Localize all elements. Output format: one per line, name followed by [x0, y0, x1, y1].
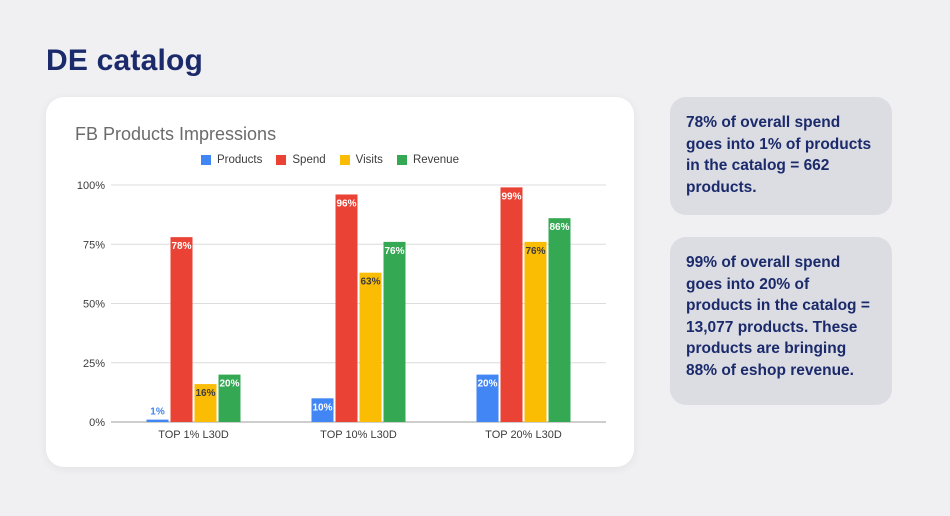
note-spend-top-20: 99% of overall spend goes into 20% of pr… — [670, 237, 892, 405]
chart-title: FB Products Impressions — [75, 124, 277, 144]
chart-legend: Products Spend Visits Revenue — [201, 154, 459, 166]
bar-spend — [170, 237, 193, 422]
bar-visits — [524, 241, 547, 422]
legend-item-products: Products — [201, 154, 262, 166]
data-label: 16% — [195, 388, 215, 399]
legend-item-spend: Spend — [276, 154, 326, 166]
x-tick-label: TOP 1% L30D — [158, 429, 229, 441]
x-tick-label: TOP 10% L30D — [320, 429, 397, 441]
data-label: 99% — [501, 191, 521, 202]
data-label: 1% — [150, 407, 165, 418]
x-tick-label: TOP 20% L30D — [485, 429, 562, 441]
y-tick-label: 0% — [89, 417, 105, 429]
bar-revenue — [383, 241, 406, 422]
data-label: 78% — [171, 241, 191, 252]
bar-products — [146, 419, 169, 422]
legend-item-visits: Visits — [339, 154, 383, 166]
legend-label-spend: Spend — [292, 154, 326, 166]
legend-label-revenue: Revenue — [412, 154, 459, 166]
data-label: 76% — [525, 246, 545, 257]
bar-chart: 0% 25% 50% 75% 100% 1% 78% 16% 20% TOP 1% L30D 10%… — [77, 180, 606, 441]
note-spend-top-1: 78% of overall spend goes into 1% of pro… — [670, 97, 892, 215]
y-tick-label: 25% — [83, 358, 105, 370]
legend-label-products: Products — [217, 154, 263, 166]
legend-swatch-visits — [339, 155, 350, 165]
y-tick-label: 50% — [83, 299, 105, 311]
data-label: 86% — [549, 222, 569, 233]
data-label: 20% — [219, 379, 239, 390]
bar-revenue — [548, 218, 571, 422]
legend-swatch-revenue — [396, 155, 407, 165]
legend-item-revenue: Revenue — [396, 154, 459, 166]
bar-visits — [194, 384, 217, 422]
bar-products — [311, 398, 334, 422]
y-tick-label: 100% — [77, 180, 105, 192]
page-title: DE catalog — [46, 44, 204, 77]
legend-swatch-spend — [276, 155, 287, 165]
bar-spend — [500, 187, 523, 422]
bar-products — [476, 374, 499, 422]
bar-visits — [359, 272, 382, 422]
data-label: 76% — [384, 246, 404, 257]
bar-revenue — [218, 374, 241, 422]
data-label: 10% — [312, 402, 332, 413]
chart-card: FB Products Impressions Products Spend V… — [46, 97, 634, 467]
data-label: 63% — [360, 277, 380, 288]
data-label: 20% — [477, 379, 497, 390]
legend-label-visits: Visits — [355, 154, 383, 166]
data-label: 96% — [336, 198, 356, 209]
bar-spend — [335, 194, 358, 422]
y-tick-label: 75% — [83, 239, 105, 251]
legend-swatch-products — [201, 155, 211, 165]
